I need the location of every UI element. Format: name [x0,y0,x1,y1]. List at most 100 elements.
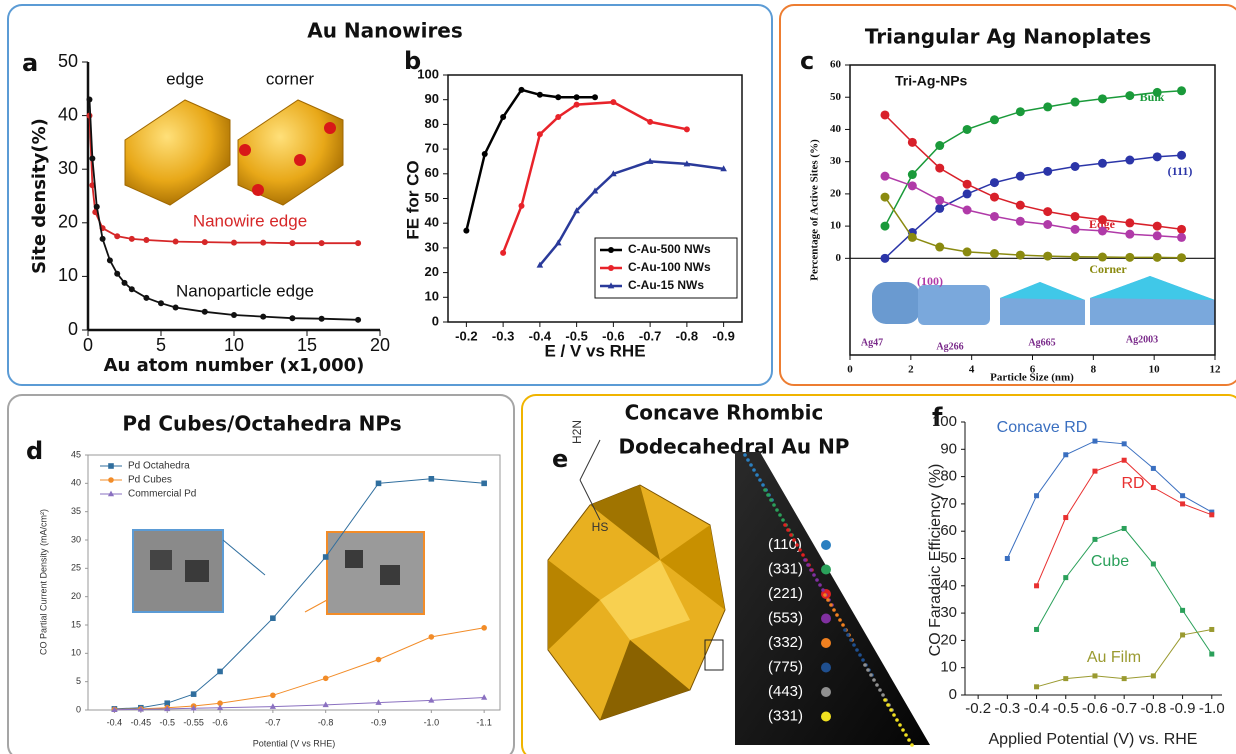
data-point [989,178,999,188]
facet-trace [783,523,787,527]
series-line [501,100,688,254]
facet-trace [852,643,856,647]
data-point [1152,152,1162,162]
data-point [172,238,179,245]
data-point [1180,493,1186,499]
x-tick-label: 0 [847,364,853,376]
data-point [962,205,972,215]
legend-label: C-Au-500 NWs [628,242,711,256]
data-point [375,480,382,487]
x-tick-label: -0.2 [965,700,991,717]
data-point [907,181,917,191]
annotation: Ag665 [1028,337,1055,348]
facet-trace [846,633,850,637]
x-tick-label: -0.7 [265,717,281,727]
y-tick-label: 90 [425,91,439,106]
x-tick-label: 10 [224,335,244,355]
molecule-label: HS [592,520,609,534]
y-tick-label: 50 [58,51,78,71]
annotation: Ag266 [936,341,963,352]
legend-marker [607,282,615,289]
y-tick-label: 30 [71,534,81,544]
data-point [962,189,972,199]
data-point [481,480,487,487]
legend-marker [608,247,614,253]
data-point [1177,150,1187,160]
x-tick-label: -0.6 [212,717,228,727]
data-point [322,701,329,708]
data-point [1092,438,1098,444]
data-point [158,300,164,307]
y-tick-label: 10 [58,265,78,285]
data-point [935,195,945,205]
data-point [1121,676,1127,682]
series-label: (100) [917,274,943,288]
data-point [989,115,999,125]
data-point [172,304,179,311]
data-point [683,160,691,167]
data-point [1209,626,1215,632]
facet-trace [749,463,753,467]
x-tick-label: -0.3 [492,328,514,343]
facet-trace [863,663,867,667]
series-line [465,88,595,231]
y-tick-label: 50 [830,91,842,103]
annotation: edge [166,69,204,88]
legend-marker [108,477,114,483]
data-point [1097,226,1107,236]
section-frame [7,4,773,386]
x-tick-label: -0.45 [131,717,152,727]
legend-label: Pd Octahedra [128,461,190,472]
data-point [190,691,197,697]
facet-trace [881,693,885,697]
data-point [1209,509,1215,515]
data-point [935,203,945,213]
data-point [106,257,113,264]
y-tick-label: 10 [940,659,957,676]
y-tick-label: 70 [425,141,439,156]
x-tick-label: -0.8 [318,717,334,727]
data-point [1063,452,1069,458]
series-line [538,160,724,266]
x-tick-label: -0.4 [1024,700,1050,717]
facet-trace [895,718,899,722]
y-tick-label: 15 [71,619,81,629]
data-point [500,113,507,120]
facet-trace [752,468,756,472]
data-point [355,316,362,323]
data-point [500,249,507,256]
facet-trace [826,598,830,602]
facet-dot [821,613,831,624]
y-tick-label: 30 [425,239,439,254]
x-tick-label: -0.2 [455,328,477,343]
data-point [1043,251,1053,261]
data-point [720,165,727,172]
x-axis-label: Particle Size (nm) [990,372,1074,384]
data-point [1097,94,1107,104]
facet-dot [821,638,831,648]
facet-trace [889,708,893,712]
data-point [201,308,208,315]
data-point [1034,684,1040,690]
data-point [190,704,197,711]
data-point [375,699,382,705]
facet-trace [798,548,802,552]
data-point [554,239,562,246]
legend-label: Commercial Pd [128,489,196,500]
section-frame [521,394,1236,754]
panel-letter: c [800,47,814,75]
x-tick-label: -0.5 [1053,700,1079,717]
series-line [884,196,1182,259]
data-point [1097,215,1107,225]
data-point [646,157,654,164]
y-tick-label: 10 [830,220,842,232]
nanoparticle-illustration [547,439,930,745]
legend-label: C-Au-100 NWs [628,260,711,274]
legend-label: C-Au-15 NWs [628,278,704,292]
x-tick-label: -0.6 [1082,700,1108,717]
data-point [592,94,598,101]
data-point [1034,583,1040,589]
data-point [128,286,135,293]
series-line [114,478,485,710]
data-point [1097,158,1107,168]
